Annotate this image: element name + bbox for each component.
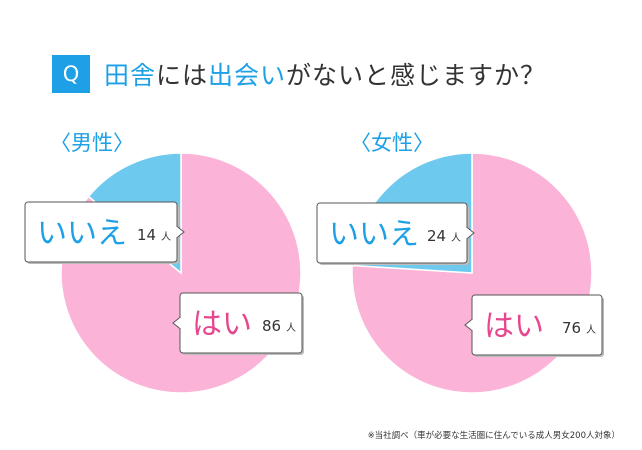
callout-label-no: いいえ (329, 217, 419, 252)
callout-pointer (464, 318, 473, 332)
question-part-4: がないと感じますか？ (286, 61, 547, 90)
question-part-1: 田舎 (104, 61, 157, 90)
callout-unit: 人 (161, 231, 171, 243)
question-header: Q 田舎には出会いがないと感じますか？ (52, 54, 546, 94)
callout-value-yes: 76 (562, 319, 581, 337)
question-part-2: には (156, 61, 209, 90)
callout-pointer-mask (465, 228, 468, 238)
callout-unit: 人 (451, 232, 461, 244)
callout-label-yes: はい (192, 307, 252, 342)
callout-value-no: 24 (427, 227, 446, 245)
chart-title: 〈男性〉 (50, 131, 134, 155)
callout-pointer-mask (179, 318, 182, 328)
callout-value-no: 14 (137, 226, 156, 244)
callout-unit: 人 (286, 322, 296, 334)
pie-charts: 〈男性〉いいえ 14 人はい 86 人〈女性〉いいえ 24 人はい 76 人 (24, 131, 604, 394)
question-title: 田舎には出会いがないと感じますか？ (104, 56, 546, 92)
question-badge: Q (52, 55, 90, 93)
callout-label-yes: はい (484, 309, 544, 344)
callout-pointer (172, 316, 181, 330)
callout-unit: 人 (586, 324, 596, 336)
question-part-3: 出会い (208, 61, 287, 90)
callout-pointer-mask (175, 227, 178, 237)
callout-value-yes: 86 (262, 317, 281, 335)
callout-pointer-mask (471, 320, 474, 330)
footnote: ※当社調べ（車が必要な生活圏に住んでいる成人男女200人対象） (367, 431, 620, 441)
chart-title: 〈女性〉 (350, 131, 434, 155)
callout-pointer (466, 226, 475, 240)
callout-label-no: いいえ (37, 216, 127, 251)
callout-pointer (176, 225, 185, 239)
